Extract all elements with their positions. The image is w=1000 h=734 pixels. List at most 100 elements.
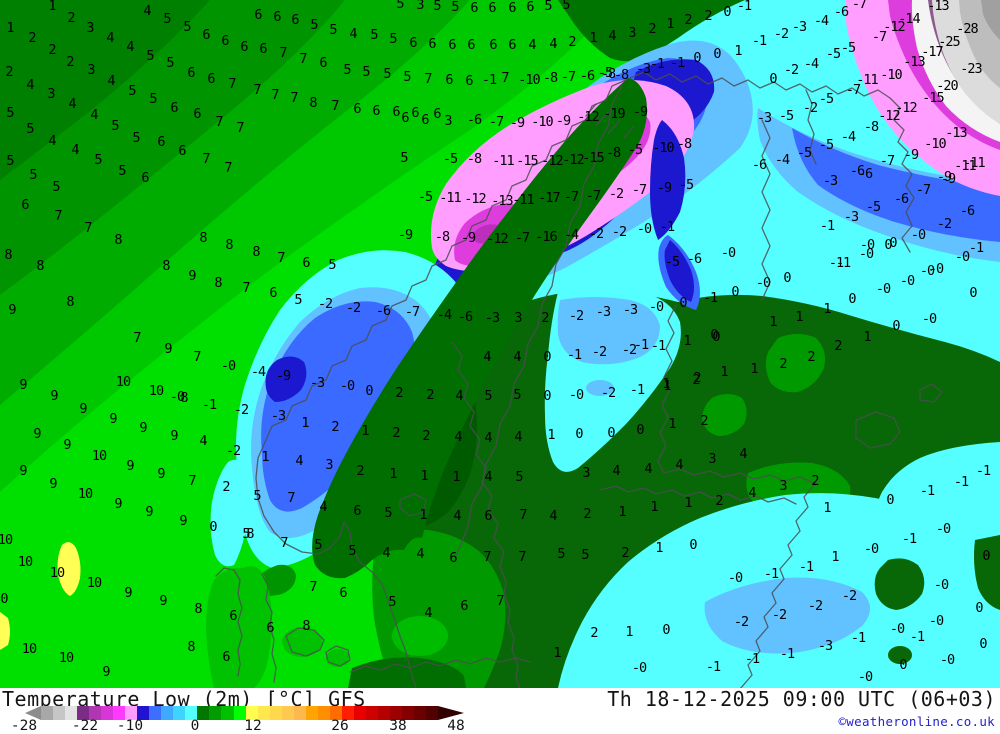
colorbar-segment — [197, 706, 210, 720]
temp-label: 2 — [621, 545, 628, 561]
temp-label: 3 — [628, 25, 636, 41]
colorbar-segment — [221, 706, 234, 720]
temp-label: 5 — [163, 11, 171, 27]
temp-label: 8 — [187, 639, 195, 655]
temp-label: -1 — [706, 659, 721, 675]
temp-label: -0 — [876, 281, 891, 297]
temp-label: -6 — [376, 303, 391, 319]
temp-label: 1 — [6, 20, 14, 36]
temp-label: 7 — [483, 549, 491, 565]
temp-label: -11 — [439, 190, 461, 206]
temp-label: 4 — [295, 453, 303, 469]
temp-label: -16 — [535, 229, 557, 245]
temp-label: -8 — [435, 229, 450, 245]
temp-label: -1 — [752, 33, 767, 49]
temp-label: -17 — [538, 190, 560, 206]
colorbar-segment — [173, 706, 186, 720]
temp-label: 5 — [343, 62, 351, 78]
temp-label: -0 — [890, 621, 905, 637]
temp-label: 5 — [384, 505, 392, 521]
colorbar-tick: 26 — [331, 718, 349, 734]
temp-label: 2 — [541, 310, 548, 326]
temp-label: -1 — [202, 397, 217, 413]
temp-label: 2 — [356, 463, 363, 479]
temp-label: 8 — [180, 390, 188, 406]
temp-label: 1 — [769, 314, 777, 330]
temp-label: 6 — [207, 71, 215, 87]
temp-label: 1 — [261, 449, 269, 465]
temp-label: -1 — [703, 290, 718, 306]
temp-label: 0 — [889, 235, 897, 251]
temp-label: 9 — [188, 268, 196, 284]
temp-label: -3 — [792, 19, 807, 35]
temp-label: -6 — [960, 203, 975, 219]
temp-label: 1 — [419, 507, 427, 523]
temp-label: 4 — [424, 605, 432, 621]
temp-label: 0 — [892, 318, 900, 334]
temp-label: -9 — [941, 171, 956, 187]
colorbar-segment — [389, 706, 402, 720]
temp-label: 0 — [783, 270, 791, 286]
temp-label: 6 — [202, 27, 210, 43]
temp-label: 9 — [63, 437, 71, 453]
temp-label: -6 — [458, 309, 473, 325]
temp-label: -0 — [569, 387, 584, 403]
temp-label: 8 — [114, 232, 122, 248]
temp-label: 6 — [178, 143, 186, 159]
temp-label: 6 — [508, 37, 516, 53]
temp-label: -3 — [636, 61, 651, 77]
temp-label: 4 — [528, 37, 536, 53]
colorbar-segment — [329, 706, 342, 720]
temp-label: 10 — [116, 374, 131, 390]
temp-label: 8 — [4, 247, 12, 263]
temp-label: 1 — [655, 540, 663, 556]
temp-label: 4 — [68, 96, 76, 112]
temp-label: 9 — [102, 664, 110, 680]
colorbar-segment — [89, 706, 102, 720]
temp-label: 5 — [242, 526, 250, 542]
temp-label: -2 — [346, 300, 360, 316]
temp-label: 6 — [508, 0, 516, 16]
temp-label: 1 — [795, 309, 803, 325]
temp-label: 9 — [124, 585, 132, 601]
temp-label: 1 — [389, 466, 397, 482]
temp-label: -8 — [543, 70, 558, 86]
temp-label: -7 — [561, 69, 576, 85]
temp-label: 4 — [319, 499, 327, 515]
temp-label: -5 — [819, 137, 834, 153]
temp-label: 2 — [66, 54, 73, 70]
temp-label: 5 — [513, 387, 521, 403]
temp-label: -10 — [531, 114, 553, 130]
temp-label: 5 — [149, 91, 157, 107]
temp-label: 7 — [331, 98, 339, 114]
lake-onega — [919, 383, 943, 403]
temp-label: -7 — [846, 82, 861, 98]
temp-label: 10 — [18, 554, 33, 570]
temp-label: -10 — [880, 67, 902, 83]
temp-label: 4 — [483, 349, 491, 365]
temp-label: 0 — [575, 426, 583, 442]
temp-label: 8 — [36, 258, 44, 274]
temp-label: 5 — [118, 163, 126, 179]
temp-label: -2 — [622, 342, 636, 358]
temp-label: -2 — [612, 224, 626, 240]
temp-label: -0 — [929, 261, 944, 277]
temp-label: -6 — [894, 191, 909, 207]
temp-label: 9 — [170, 428, 178, 444]
temp-label: 1 — [547, 427, 555, 443]
temp-label: 0 — [543, 388, 551, 404]
temp-label: -4 — [814, 13, 829, 29]
temp-label: 2 — [331, 419, 338, 435]
temp-label: 5 — [484, 388, 492, 404]
temp-label: 6 — [302, 255, 310, 271]
colorbar-segment — [41, 706, 54, 720]
sea-gradient — [0, 0, 760, 492]
baltic-coast — [740, 482, 817, 688]
temp-label: 6 — [465, 73, 473, 89]
german-coast — [349, 657, 531, 673]
temp-label: 5 — [370, 27, 378, 43]
temperature-colorbar — [25, 706, 464, 720]
temp-label: 7 — [271, 87, 279, 103]
temp-label: 6 — [460, 598, 468, 614]
